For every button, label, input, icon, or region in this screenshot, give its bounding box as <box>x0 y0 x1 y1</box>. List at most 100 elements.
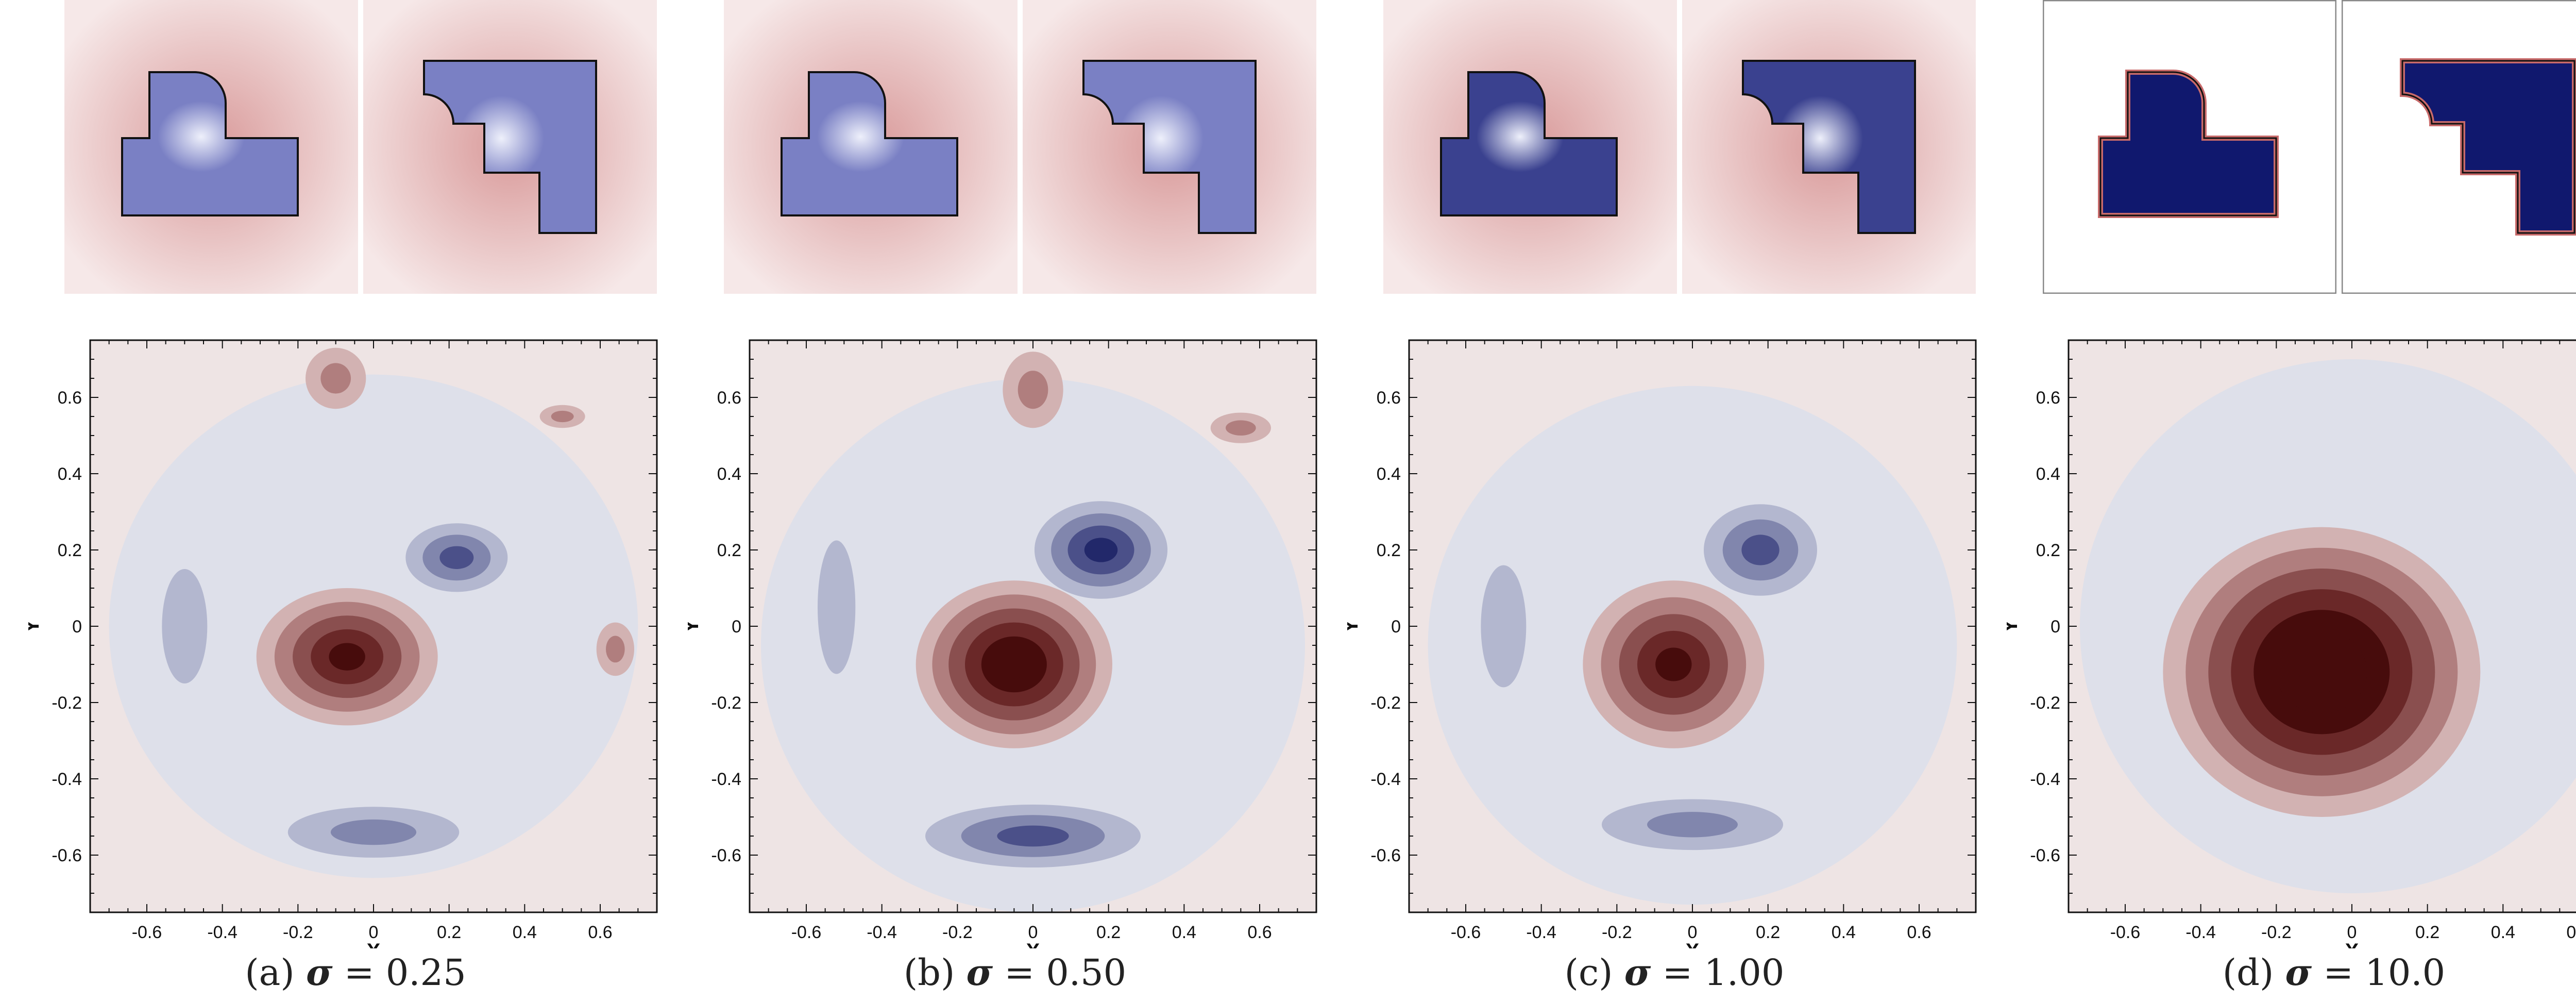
y-axis-label: Y <box>2007 619 2022 633</box>
y-tick-label: 0.6 <box>1377 388 1401 408</box>
x-tick-label: 0.4 <box>2491 923 2515 942</box>
x-axis-label: X <box>1026 940 1040 948</box>
x-axis-label: X <box>2345 940 2359 948</box>
x-tick-label: -0.4 <box>2185 923 2216 942</box>
geometry-thumbnail-right <box>1023 0 1316 294</box>
geometry-thumbnail-right <box>1682 0 1976 294</box>
geometry-thumbnail-right <box>363 0 657 294</box>
contour-level <box>329 643 365 671</box>
y-tick-label: -0.6 <box>2030 846 2060 865</box>
y-tick-label: -0.6 <box>1370 846 1401 865</box>
y-tick-label: 0.6 <box>2036 388 2060 408</box>
contour-level <box>1655 647 1692 681</box>
x-tick-label: 0.2 <box>2415 923 2439 942</box>
contour-plot: -0.6 -0.4 -0.2 0 0.2 0.4 0.6 -0.6 -0.4 -0.2 0 0.2 0.… <box>688 339 1317 948</box>
caption-label: (c) <box>1564 951 1624 994</box>
y-tick-label: 0.4 <box>1377 464 1401 484</box>
geometry-shape <box>1082 60 1257 234</box>
tick-marks <box>1409 340 1976 912</box>
contour-level <box>1647 812 1738 838</box>
y-tick-label: 0.4 <box>2036 464 2060 484</box>
y-tick-label: -0.2 <box>1370 693 1401 713</box>
panel-c: -0.6 -0.4 -0.2 0 0.2 0.4 0.6 -0.6 -0.4 -0.2 0 0.2 0.… <box>1347 0 2002 1002</box>
caption-label: (b) <box>903 951 967 994</box>
y-axis-label: Y <box>28 619 43 633</box>
y-tick-label: -0.6 <box>711 846 741 865</box>
panel-caption: (c) σ = 1.00 <box>1347 951 2002 994</box>
x-tick-label: -0.4 <box>207 923 238 942</box>
x-tick-label: 0.6 <box>1907 923 1931 942</box>
x-tick-label: 0.6 <box>588 923 612 942</box>
tick-marks <box>750 340 1316 912</box>
y-tick-label: -0.2 <box>52 693 82 713</box>
sigma-symbol: σ <box>966 951 993 994</box>
contour-level <box>1084 538 1118 562</box>
y-tick-label: 0 <box>2050 617 2060 637</box>
contour-fill-layer <box>109 347 638 878</box>
contour-plot: -0.6 -0.4 -0.2 0 0.2 0.4 0.6 -0.6 -0.4 -0.2 0 0.2 0.… <box>28 339 658 948</box>
panel-caption: (b) σ = 0.50 <box>688 951 1342 994</box>
panel-b: -0.6 -0.4 -0.2 0 0.2 0.4 0.6 -0.6 -0.4 -0.2 0 0.2 0.… <box>688 0 1342 1002</box>
contour-level <box>439 546 474 569</box>
caption-label: (a) <box>245 951 306 994</box>
x-tick-label: -0.6 <box>132 923 162 942</box>
contour-level <box>1226 420 1256 436</box>
x-tick-label: 0 <box>369 923 379 942</box>
y-tick-label: -0.6 <box>52 846 82 865</box>
tick-marks <box>90 340 657 912</box>
panel-d: -0.6 -0.4 -0.2 0 0.2 0.4 0.6 -0.6 -0.4 -0.2 0 0.2 0.… <box>2007 0 2576 1002</box>
geometry-thumbnail-right <box>2342 0 2576 294</box>
geometry-outline <box>2099 71 2277 216</box>
x-tick-label: -0.2 <box>283 923 313 942</box>
contour-level <box>606 636 625 663</box>
y-tick-label: 0.6 <box>58 388 82 408</box>
contour-level <box>1018 371 1048 409</box>
y-tick-label: -0.2 <box>2030 693 2060 713</box>
x-tick-label: 0.2 <box>1096 923 1121 942</box>
x-tick-label: 0.6 <box>1247 923 1272 942</box>
caption-value: = 1.00 <box>1651 951 1785 994</box>
x-tick-label: 0.4 <box>513 923 537 942</box>
x-tick-label: -0.4 <box>867 923 897 942</box>
panel-caption: (d) σ = 10.0 <box>2007 951 2576 994</box>
x-tick-label: -0.6 <box>791 923 822 942</box>
geometry-thumbnail-left <box>724 0 1018 294</box>
geometry-shape <box>1440 71 1618 216</box>
panel-caption: (a) σ = 0.25 <box>28 951 683 994</box>
y-tick-label: -0.4 <box>2030 770 2060 789</box>
contour-level <box>320 363 351 394</box>
contour-plot: -0.6 -0.4 -0.2 0 0.2 0.4 0.6 -0.6 -0.4 -0.2 0 0.2 0.… <box>1347 339 1977 948</box>
contour-fill-layer <box>1428 386 1957 905</box>
contour-level <box>2299 651 2345 693</box>
geometry-shape <box>1742 60 1916 234</box>
panel-a: -0.6 -0.4 -0.2 0 0.2 0.4 0.6 -0.6 -0.4 -0.2 0 0.2 0.… <box>28 0 683 1002</box>
contour-level <box>330 819 417 845</box>
geometry-thumbnails <box>2007 0 2576 296</box>
contour-level <box>162 569 208 683</box>
sigma-symbol: σ <box>306 951 333 994</box>
contour-fill-layer <box>2080 359 2576 893</box>
geometry-thumbnails <box>1347 0 2002 296</box>
y-axis-label: Y <box>688 619 703 633</box>
x-tick-label: -0.2 <box>1602 923 1632 942</box>
sigma-symbol: σ <box>1624 951 1651 994</box>
y-tick-label: -0.4 <box>711 770 741 789</box>
caption-value: = 0.50 <box>993 951 1127 994</box>
x-tick-label: -0.6 <box>1451 923 1481 942</box>
contour-plot: -0.6 -0.4 -0.2 0 0.2 0.4 0.6 -0.6 -0.4 -0.2 0 0.2 0.… <box>2007 339 2576 948</box>
y-tick-label: 0 <box>732 617 741 637</box>
y-tick-label: -0.2 <box>711 693 741 713</box>
y-tick-label: -0.4 <box>52 770 82 789</box>
x-tick-label: 0 <box>1688 923 1698 942</box>
y-tick-label: 0.2 <box>2036 541 2060 560</box>
sigma-symbol: σ <box>2285 951 2312 994</box>
contour-level <box>551 410 574 423</box>
geometry-thumbnails <box>28 0 683 296</box>
x-tick-label: 0.2 <box>1756 923 1780 942</box>
contour-level <box>997 825 1069 847</box>
x-tick-label: 0.2 <box>437 923 461 942</box>
contour-level <box>1741 535 1780 565</box>
x-tick-label: -0.2 <box>942 923 973 942</box>
y-tick-label: 0.2 <box>1377 541 1401 560</box>
